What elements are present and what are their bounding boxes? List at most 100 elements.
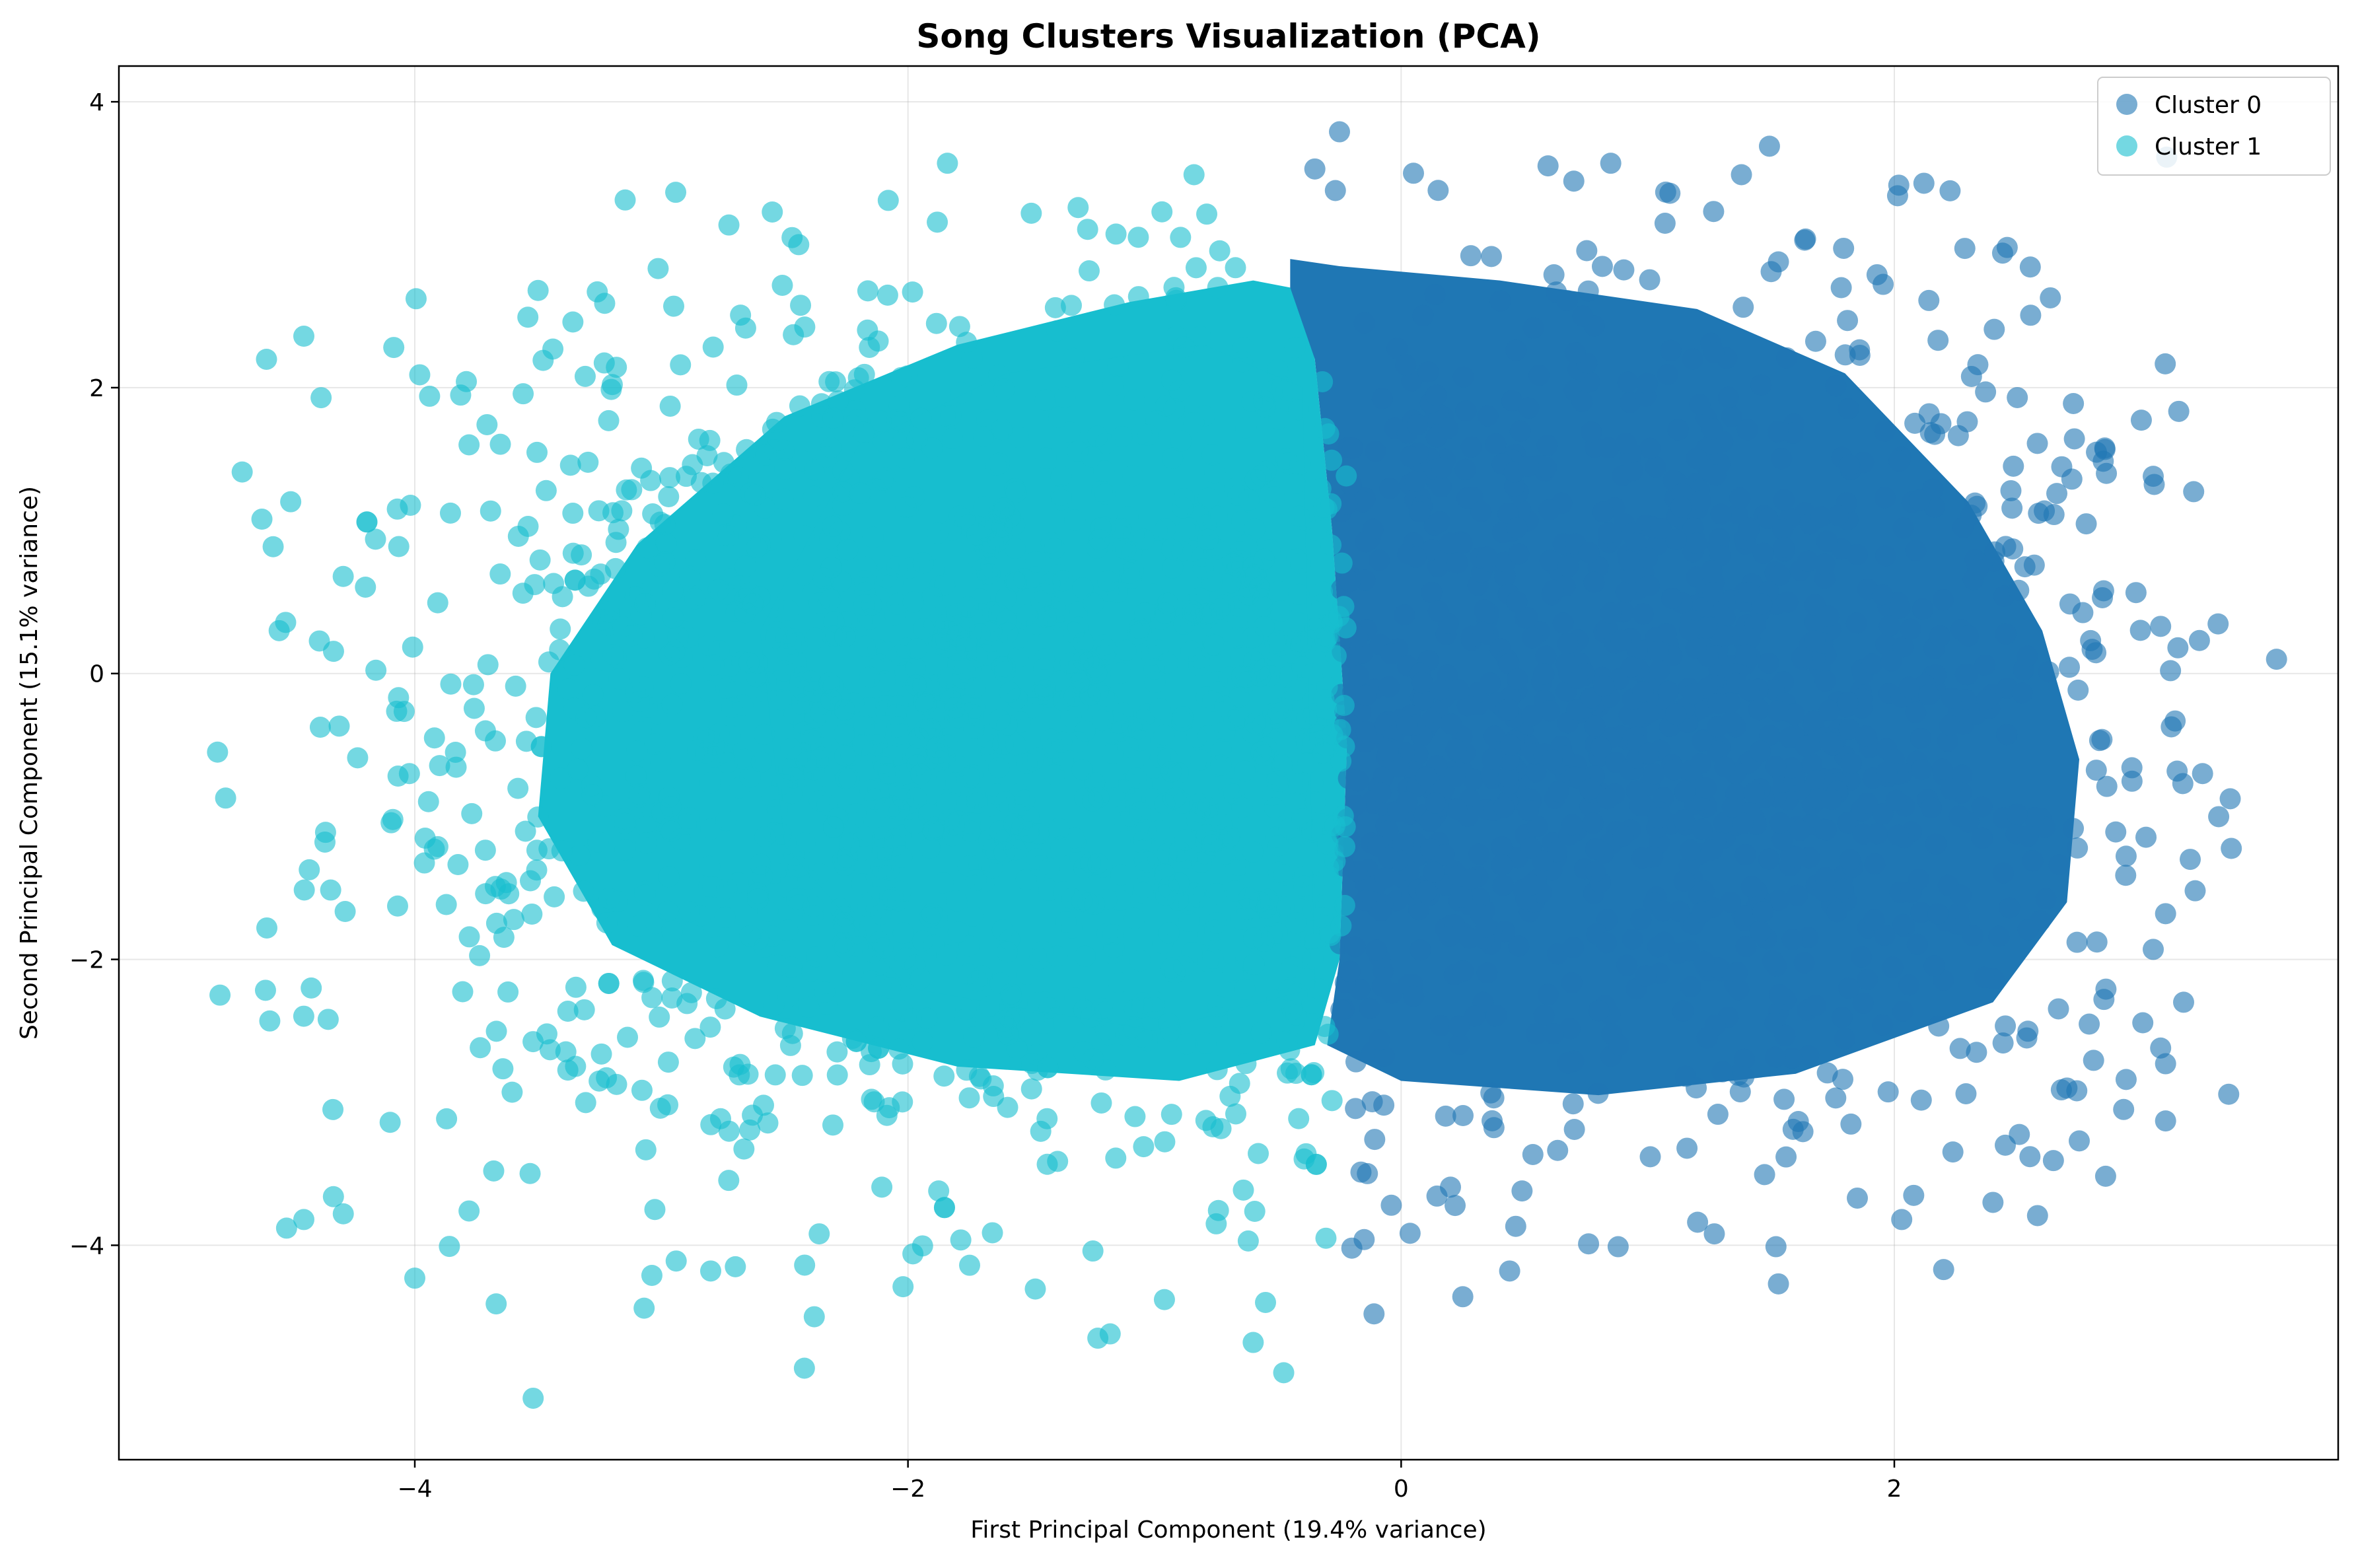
cluster-0-point: [1652, 900, 1674, 922]
cluster-0-point: [1857, 792, 1878, 814]
cluster-1-point: [562, 503, 584, 524]
cluster-0-point: [1701, 559, 1723, 581]
cluster-1-point: [995, 587, 1017, 609]
cluster-1-point: [1024, 551, 1046, 573]
cluster-1-point: [933, 1197, 955, 1219]
cluster-0-point: [1806, 769, 1828, 791]
cluster-1-point: [1024, 1278, 1046, 1300]
cluster-1-point: [906, 429, 928, 450]
cluster-1-point: [322, 1186, 344, 1207]
cluster-1-point: [791, 1065, 813, 1087]
cluster-1-point: [328, 715, 350, 737]
cluster-1-point: [1250, 1022, 1272, 1044]
cluster-0-point: [1559, 1018, 1581, 1040]
cluster-0-point: [1441, 713, 1462, 735]
cluster-1-point: [957, 596, 979, 618]
cluster-0-point: [1433, 844, 1455, 866]
cluster-1-point: [954, 1009, 976, 1030]
cluster-0-point: [1472, 622, 1494, 643]
cluster-1-point: [1271, 754, 1293, 775]
cluster-0-point: [2011, 682, 2033, 704]
cluster-1-point: [857, 319, 878, 341]
cluster-0-point: [1971, 796, 1993, 818]
cluster-1-point: [685, 549, 707, 571]
cluster-0-point: [1591, 256, 1613, 277]
cluster-0-point: [1498, 699, 1520, 721]
cluster-1-point: [1067, 440, 1089, 462]
y-tick-label: 4: [89, 89, 104, 116]
cluster-1-point: [932, 628, 954, 650]
cluster-0-point: [1581, 421, 1602, 443]
cluster-0-point: [1727, 503, 1748, 525]
cluster-0-point: [1615, 581, 1637, 603]
cluster-1-point: [933, 872, 954, 894]
cluster-1-point: [872, 752, 894, 774]
cluster-1-point: [1233, 337, 1254, 359]
cluster-1-point: [1143, 758, 1164, 779]
cluster-0-point: [1526, 816, 1548, 837]
cluster-1-point: [1046, 945, 1068, 967]
cluster-0-point: [1967, 559, 1989, 581]
cluster-1-point: [885, 703, 907, 725]
cluster-1-point: [1092, 709, 1114, 731]
cluster-1-point: [774, 1018, 796, 1040]
cluster-1-point: [859, 696, 880, 718]
cluster-1-point: [293, 326, 314, 347]
cluster-1-point: [1122, 559, 1144, 581]
cluster-1-point: [750, 853, 771, 875]
cluster-0-point: [1665, 703, 1687, 725]
cluster-0-point: [1563, 937, 1585, 958]
cluster-0-point: [1542, 1023, 1564, 1045]
cluster-1-point: [919, 837, 941, 859]
cluster-1-point: [515, 820, 536, 842]
cluster-1-point: [675, 466, 697, 487]
cluster-1-point: [803, 485, 824, 507]
cluster-1-point: [1117, 506, 1139, 528]
cluster-1-point: [665, 1250, 687, 1272]
cluster-0-point: [1738, 679, 1760, 701]
cluster-1-point: [734, 748, 756, 770]
cluster-0-point: [2006, 803, 2028, 825]
cluster-1-point: [650, 751, 672, 773]
cluster-1-point: [474, 839, 496, 861]
cluster-0-point: [1480, 672, 1501, 694]
cluster-1-point: [1094, 634, 1116, 656]
cluster-0-point: [2132, 1012, 2154, 1034]
cluster-0-point: [1483, 1087, 1505, 1109]
cluster-0-point: [2188, 629, 2210, 651]
cluster-1-point: [875, 467, 896, 489]
cluster-1-point: [762, 596, 784, 618]
cluster-1-point: [1059, 421, 1081, 443]
cluster-1-point: [1197, 924, 1219, 946]
cluster-0-point: [1783, 703, 1805, 725]
cluster-0-point: [2040, 287, 2061, 308]
cluster-0-point: [1557, 633, 1579, 655]
cluster-1-point: [636, 537, 658, 559]
cluster-1-point: [1071, 670, 1092, 692]
cluster-1-point: [829, 521, 851, 543]
cluster-1-point: [640, 470, 662, 491]
cluster-1-point: [876, 641, 898, 662]
cluster-0-point: [1480, 246, 1502, 267]
cluster-0-point: [1839, 849, 1861, 871]
cluster-1-point: [1067, 731, 1089, 753]
cluster-0-point: [2063, 818, 2085, 839]
cluster-1-point: [1201, 444, 1223, 466]
cluster-1-point: [647, 258, 669, 279]
cluster-0-point: [1892, 913, 1914, 935]
cluster-1-point: [1281, 999, 1303, 1020]
cluster-1-point: [754, 723, 775, 745]
cluster-0-point: [1971, 827, 1993, 849]
cluster-0-point: [2080, 629, 2102, 651]
cluster-1-point: [1197, 487, 1219, 509]
cluster-1-point: [1312, 581, 1334, 602]
cluster-0-point: [1347, 664, 1369, 686]
cluster-1-point: [419, 385, 441, 407]
cluster-1-point: [849, 482, 871, 504]
cluster-0-point: [2017, 919, 2039, 941]
cluster-1-point: [365, 659, 387, 681]
cluster-0-point: [1801, 753, 1822, 775]
cluster-1-point: [1157, 592, 1178, 614]
cluster-0-point: [1537, 155, 1559, 177]
